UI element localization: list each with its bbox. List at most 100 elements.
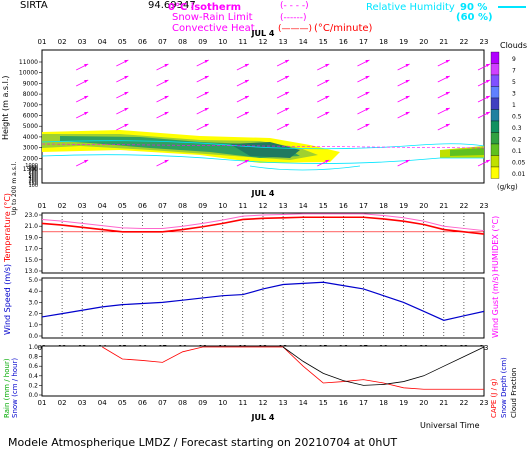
bottom-hour-09: 09 [198, 399, 207, 407]
legend-isotherm: 0°C isotherm [168, 2, 241, 13]
temp-tick-15.0: 15.0 [25, 257, 39, 264]
wind-arrow-upper [276, 59, 290, 67]
colorbar-swatch [490, 63, 500, 76]
bottom-hour-15: 15 [319, 399, 328, 407]
top-hour-16: 16 [339, 38, 348, 46]
wind-arrow-upper [196, 107, 209, 115]
bottom-hour-14: 14 [299, 399, 308, 407]
height-tick-150: 150 [28, 181, 38, 187]
colorbar-swatch [490, 86, 500, 99]
wind-arrow-upper [317, 111, 330, 119]
wind-tick-0.0: 0.0 [28, 333, 38, 340]
temp-hour-08: 08 [178, 202, 187, 210]
colorbar-swatch [490, 120, 500, 133]
temp-hour-20: 20 [419, 202, 428, 210]
wind-arrow-upper [156, 63, 169, 71]
temp-hour-06: 06 [138, 202, 147, 210]
wind-arrow-upper [477, 111, 491, 119]
wind-arrow-upper [196, 75, 209, 83]
colorbar-title: Clouds [500, 41, 527, 50]
top-hour-06: 06 [138, 38, 147, 46]
colorbar-swatch [490, 109, 500, 122]
wind-arrow-upper [477, 159, 491, 167]
wind-arrow-upper [156, 95, 169, 103]
height-tick-8000: 8000 [23, 91, 38, 98]
temp-tick-19.0: 19.0 [25, 234, 39, 241]
wind-tick-1.0: 1.0 [28, 322, 38, 329]
temp-tick-17.0: 17.0 [25, 246, 39, 253]
wind-arrow-upper [76, 79, 89, 87]
wind-arrow-upper [116, 59, 129, 67]
rain-tick-0.2: 0.2 [28, 382, 38, 389]
temp-hour-17: 17 [359, 202, 368, 210]
colorbar-level-7: 7 [512, 68, 516, 75]
series-cloud-fraction [282, 346, 485, 386]
height-tick-500: 500 [28, 173, 38, 179]
height-tick-5000: 5000 [23, 123, 38, 130]
wind-tick-5.0: 5.0 [28, 277, 38, 284]
temp-hour-10: 10 [218, 202, 227, 210]
wind-arrow-upper [357, 59, 370, 67]
height-tick-400: 400 [28, 175, 38, 181]
wind-arrow-upper [477, 79, 491, 87]
wind-arrow-upper [76, 159, 89, 167]
wind-arrow-upper [437, 59, 450, 67]
height-tick-10000: 10000 [19, 70, 38, 77]
wind-arrow-upper [317, 63, 330, 71]
wind-arrow-upper [397, 63, 410, 71]
top-hour-19: 19 [399, 38, 408, 46]
wind-axis-label: Wind Speed (m/s) [3, 264, 12, 335]
colorbar-swatch [490, 51, 500, 64]
bottom-hour-05: 05 [118, 399, 127, 407]
x-axis-label: Universal Time [420, 421, 480, 430]
top-hour-08: 08 [178, 38, 187, 46]
wind-arrow-upper [236, 79, 250, 87]
wind-tick-2.0: 2.0 [28, 311, 38, 318]
colorbar-level-5: 5 [512, 79, 516, 86]
rain-tick-0.6: 0.6 [28, 363, 38, 370]
temp-tick-21.0: 21.0 [25, 223, 39, 230]
wind-arrow-upper [276, 123, 290, 131]
temp-hour-18: 18 [379, 202, 388, 210]
wind-arrow-upper [236, 111, 250, 119]
bottom-hour-21: 21 [439, 399, 448, 407]
bottom-hour-10: 10 [218, 399, 227, 407]
wind-arrow-upper [116, 107, 129, 115]
date-label-bottom: JUL 4 [251, 413, 275, 422]
wind-arrow-upper [477, 63, 491, 71]
temp-hour-14: 14 [299, 202, 308, 210]
height-tick-7000: 7000 [23, 102, 38, 109]
legend-rh: Relative Humidity [366, 2, 455, 13]
temp-hour-12: 12 [259, 202, 268, 210]
wind-arrow-upper [357, 91, 370, 99]
top-hour-05: 05 [118, 38, 127, 46]
colorbar-swatch [490, 132, 500, 145]
temp-hour-07: 07 [158, 202, 167, 210]
cloud-layer-dense [60, 136, 300, 158]
temp-hour-09: 09 [198, 202, 207, 210]
rh-contour-1 [41, 140, 485, 150]
bottom-hour-20: 20 [419, 399, 428, 407]
bottom-hour-07: 07 [158, 399, 167, 407]
colorbar-level-0.5: 0.5 [512, 114, 522, 121]
snowdepth-axis-label: Snow Depth (cm) [500, 357, 508, 418]
humidex-axis-label: HUMIDEX (°C) [491, 216, 500, 272]
colorbar-level-1: 1 [512, 102, 516, 109]
colorbar-level-3: 3 [512, 91, 516, 98]
date-label-top: JUL 4 [251, 29, 275, 38]
wind-arrow-upper [357, 75, 370, 83]
colorbar-level-0.2: 0.2 [512, 137, 522, 144]
wind-tick-4.0: 4.0 [28, 288, 38, 295]
height-axis-sublabel: Up to 200 m a.s.l. [11, 162, 18, 215]
wind-arrow-upper [437, 107, 450, 115]
top-hour-20: 20 [419, 38, 428, 46]
temp-hour-13: 13 [279, 202, 288, 210]
top-hour-13: 13 [279, 38, 288, 46]
legend-snowrain: Snow-Rain Limit [172, 12, 253, 23]
colorbar-swatch [490, 74, 500, 87]
temp-hour-04: 04 [98, 202, 107, 210]
wind-arrow-upper [397, 79, 410, 87]
bottom-hour-04: 04 [98, 399, 107, 407]
legend-convective-unit: (°C/minute) [314, 23, 373, 34]
bottom-hour-03: 03 [78, 399, 87, 407]
